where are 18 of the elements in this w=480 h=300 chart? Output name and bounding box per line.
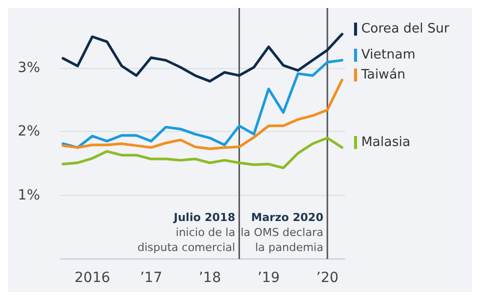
legend-label: Corea del Sur (357, 22, 450, 37)
line-series (62, 32, 344, 83)
y-tick-label: 3% (18, 60, 40, 76)
x-tick-label: ’20 (316, 270, 339, 286)
legend-label: Taiwán (357, 67, 406, 82)
line-series (62, 136, 344, 170)
ref-line-label: Julio 2018 inicio de la disputa comercial (138, 211, 236, 254)
x-tick-label: ’19 (257, 270, 280, 286)
line-series (62, 58, 344, 149)
ref-line-label: Marzo 2020 la OMS declara la pandemia (240, 211, 324, 254)
y-tick-label: 1% (18, 187, 40, 204)
x-tick-label: ’17 (140, 270, 162, 286)
x-tick-label: ’18 (198, 270, 221, 286)
x-tick-label: 2016 (74, 270, 110, 286)
line-series (62, 78, 344, 150)
legend-label: Malasia (357, 135, 410, 150)
y-tick-label: 2% (18, 124, 40, 140)
legend-label: Vietnam (357, 48, 416, 63)
